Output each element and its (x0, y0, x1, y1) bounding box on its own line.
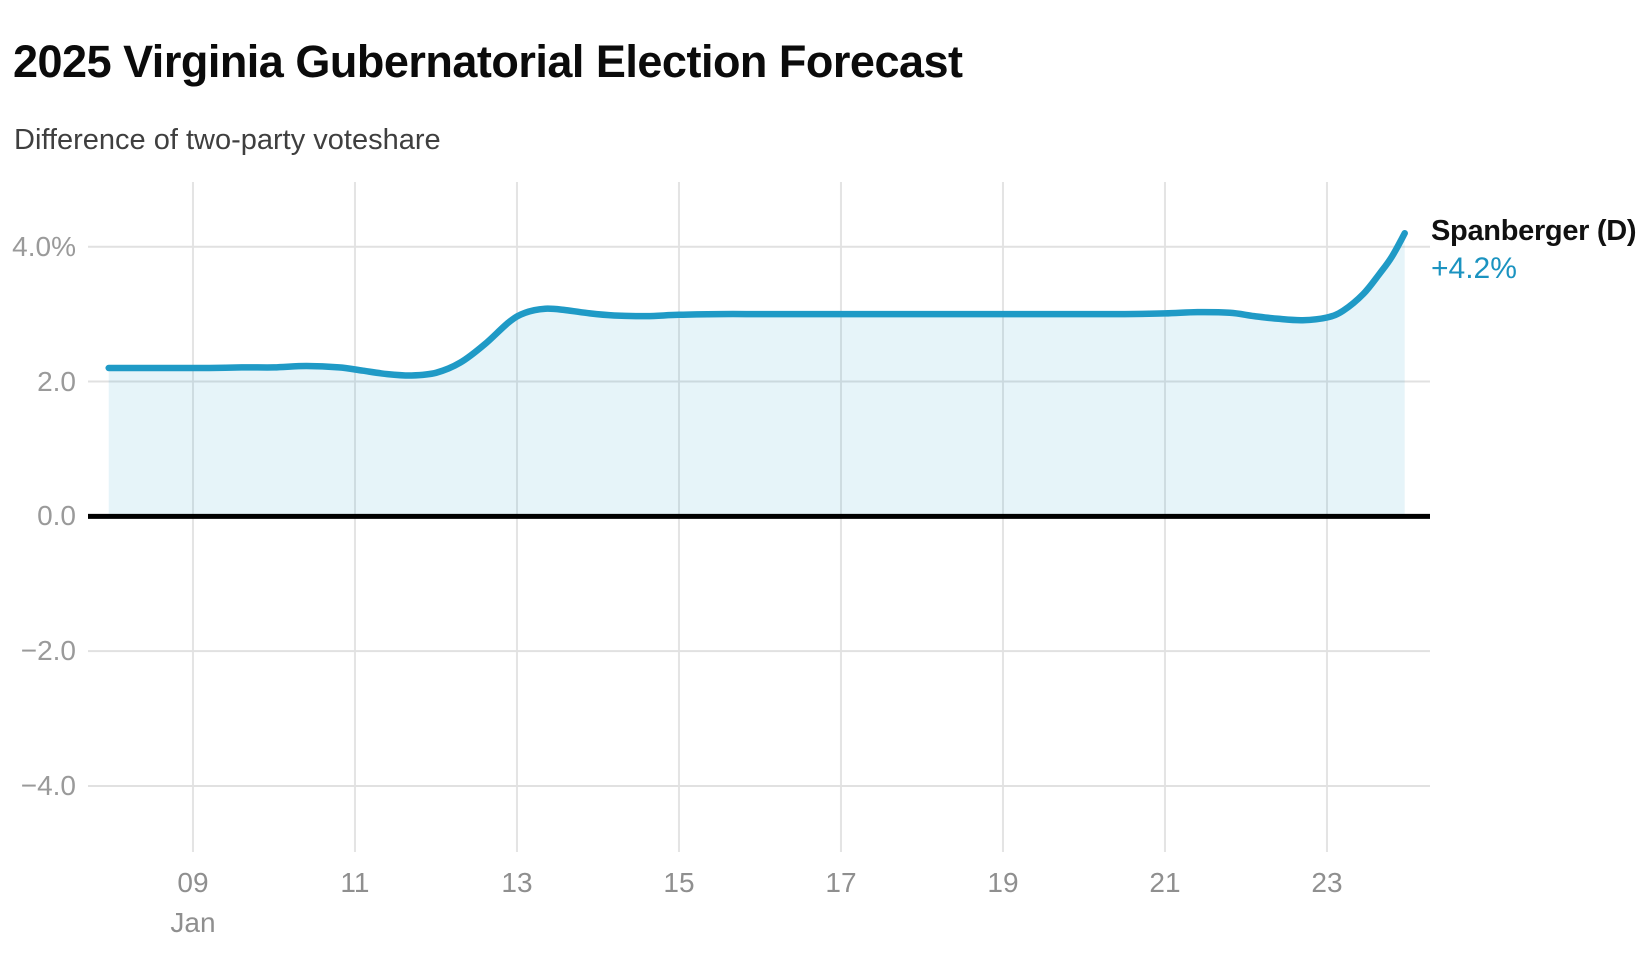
x-axis-tick-label: 13 (501, 867, 533, 898)
series-line (105, 229, 1408, 379)
y-axis-tick-label: 0.0 (37, 500, 76, 532)
y-axis-tick-label: 2.0 (37, 365, 76, 397)
x-axis-tick-label: 09 (177, 867, 209, 898)
x-axis-tick-label: 19 (987, 867, 1019, 898)
x-axis-tick-label: 11 (340, 867, 370, 898)
chart-subtitle: Difference of two-party voteshare (14, 124, 441, 156)
y-axis-tick-label: −2.0 (20, 635, 76, 667)
chart-title: 2025 Virginia Gubernatorial Election For… (13, 36, 963, 88)
x-axis-tick-label: 17 (825, 867, 857, 898)
x-axis-tick-label: 15 (663, 867, 695, 898)
series-end-label: Spanberger (D) +4.2% (1431, 213, 1637, 287)
y-axis-tick-label: −4.0 (20, 769, 76, 801)
series-area-fill (108, 233, 1405, 517)
series-value-label: +4.2% (1431, 252, 1517, 285)
x-axis-tick-label: 21 (1149, 867, 1181, 898)
x-axis-month-label: Jan (170, 907, 216, 938)
series-name-label: Spanberger (D) (1431, 215, 1637, 247)
x-axis-tick-label: 23 (1311, 867, 1343, 898)
y-axis-tick-label: 4.0% (12, 230, 76, 262)
